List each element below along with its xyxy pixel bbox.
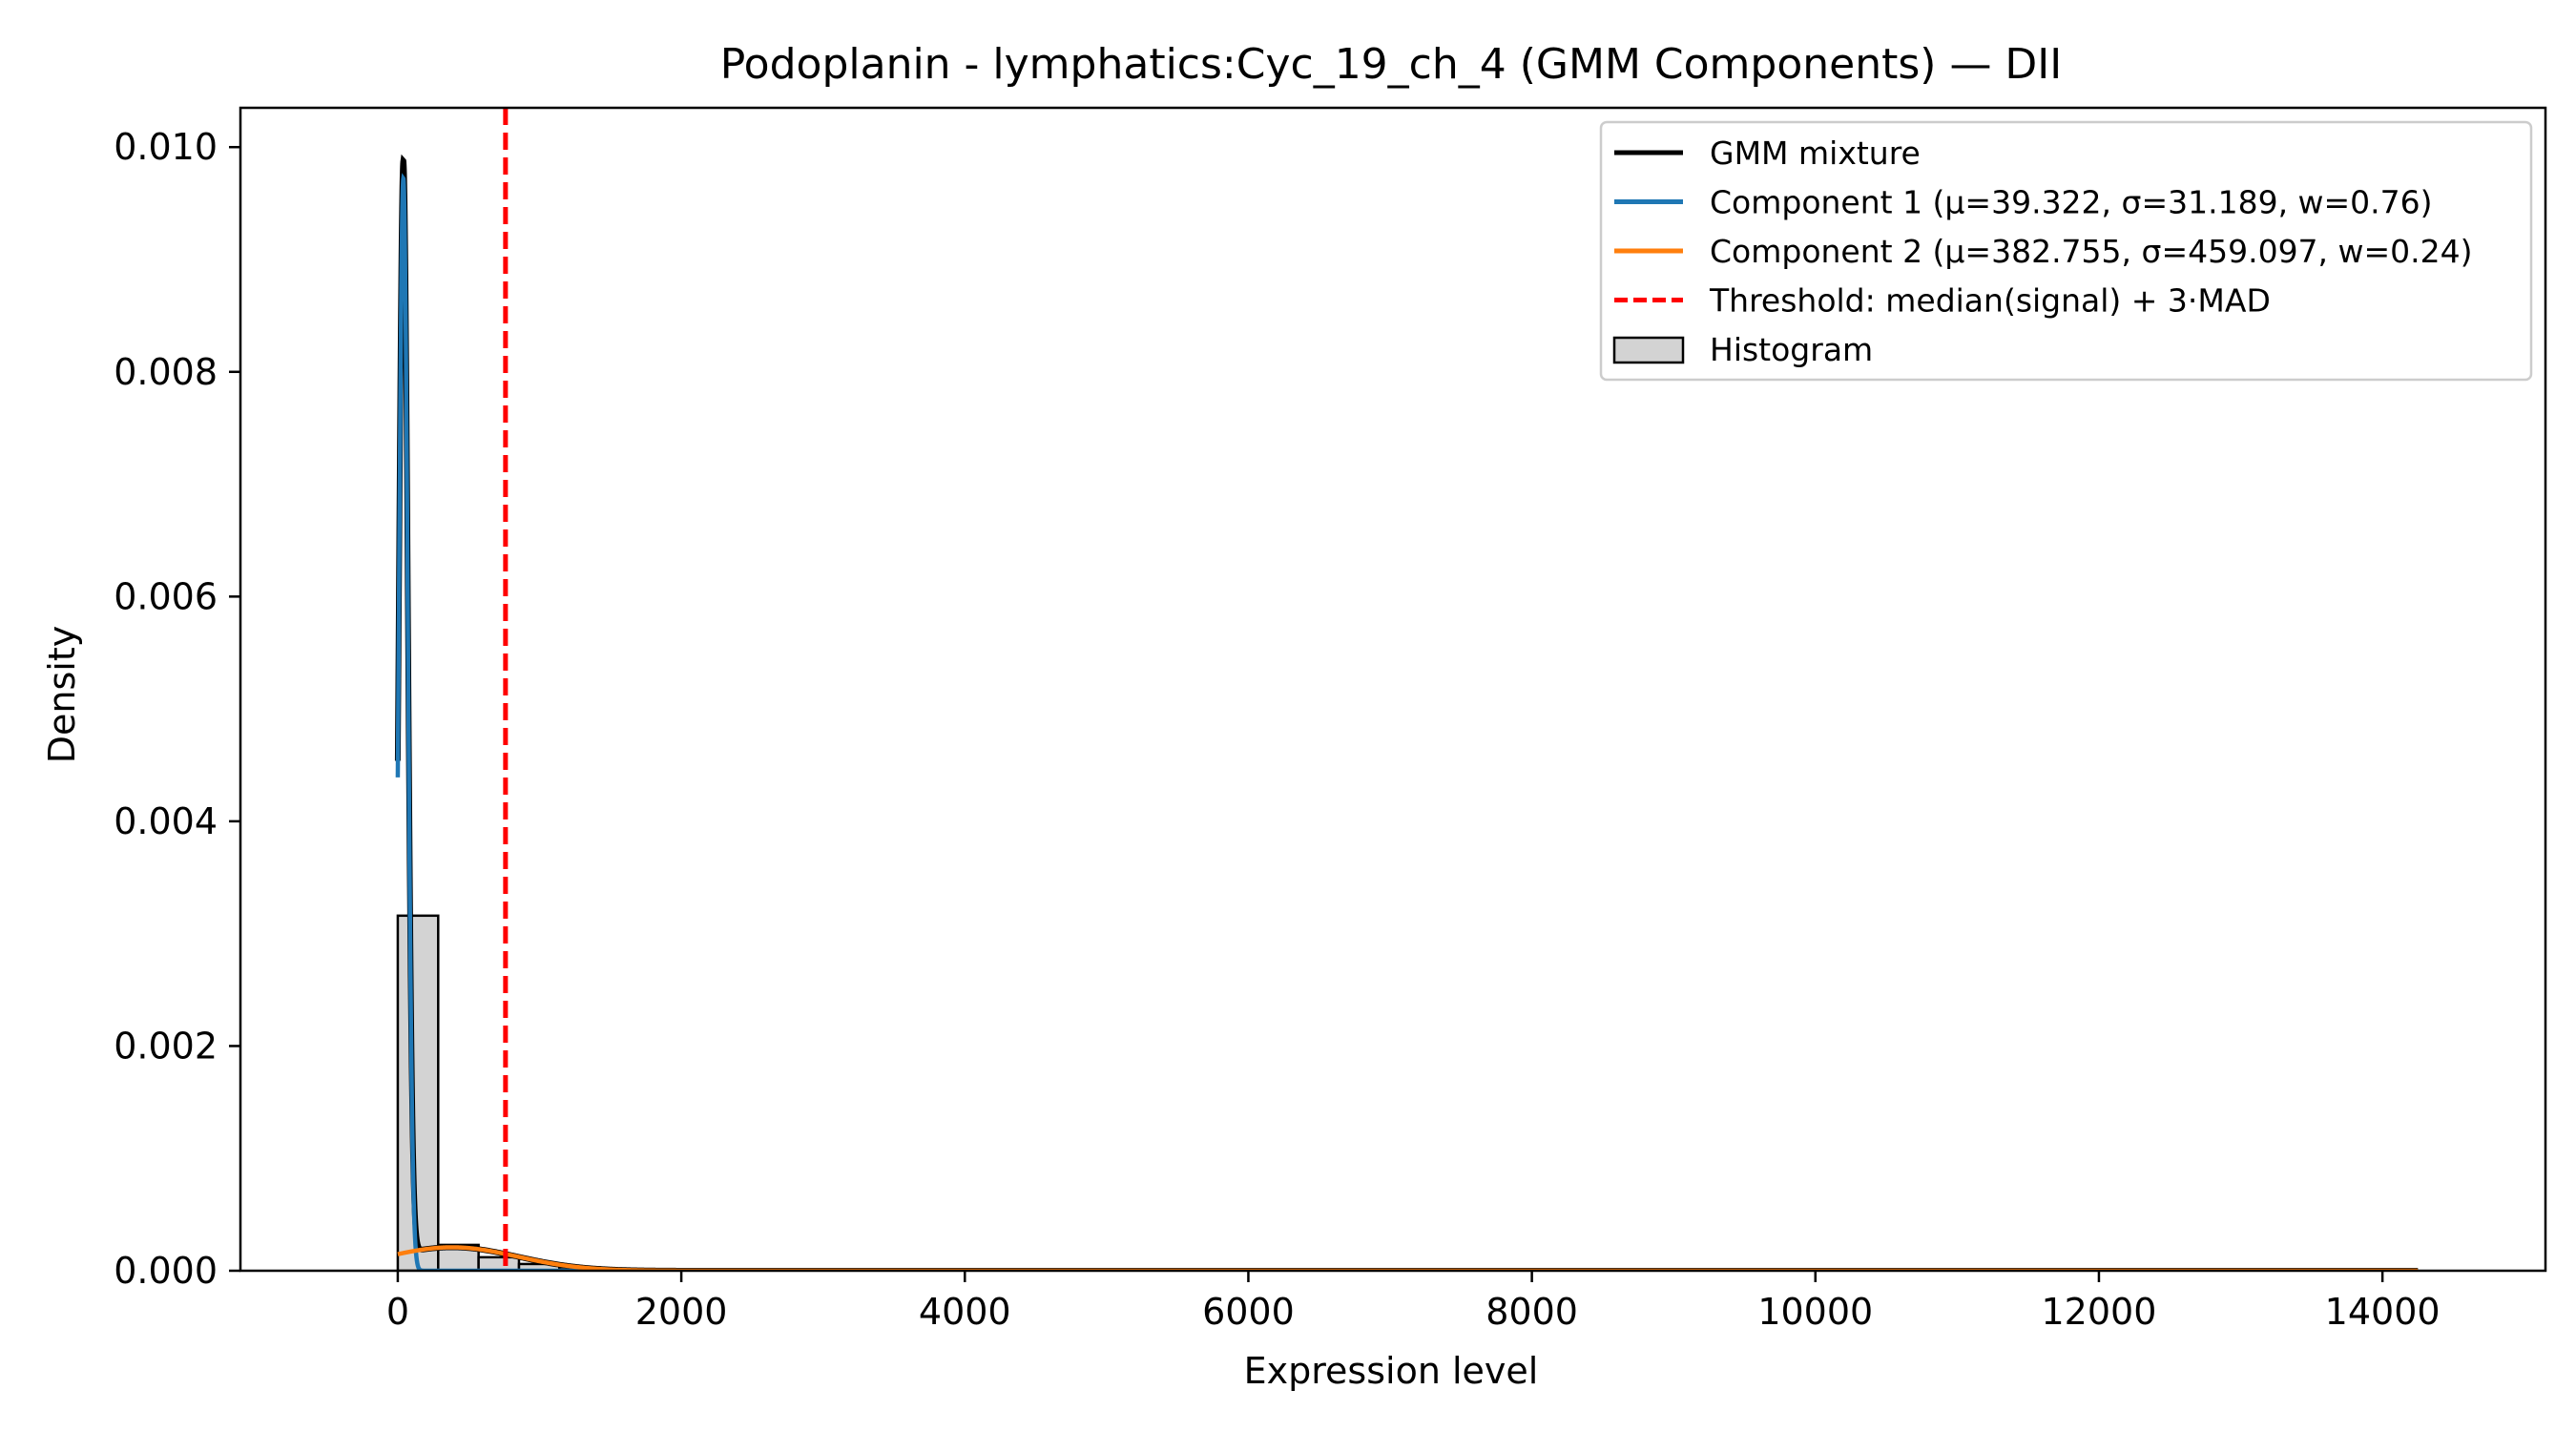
y-tick-label: 0.002 (114, 1025, 218, 1067)
y-axis-ticks: 0.000 0.002 0.004 0.006 0.008 0.010 (114, 126, 240, 1292)
x-tick-label: 2000 (635, 1291, 728, 1333)
legend-label: Threshold: median(signal) + 3·MAD (1709, 282, 2271, 320)
y-tick-label: 0.006 (114, 575, 218, 617)
x-tick-label: 12000 (2042, 1291, 2157, 1333)
x-tick-label: 14000 (2325, 1291, 2441, 1333)
legend-label: Component 2 (μ=382.755, σ=459.097, w=0.2… (1710, 233, 2473, 270)
legend-label: Histogram (1710, 331, 1873, 368)
x-tick-label: 8000 (1485, 1291, 1578, 1333)
y-tick-label: 0.010 (114, 126, 218, 168)
legend-swatch-histogram (1612, 336, 1685, 364)
legend-label: Component 1 (μ=39.322, σ=31.189, w=0.76) (1710, 184, 2433, 221)
x-tick-label: 10000 (1757, 1291, 1873, 1333)
histogram-bar (396, 914, 440, 1271)
x-axis-label: Expression level (1244, 1350, 1539, 1392)
axes-frame (239, 106, 2547, 1273)
y-axis-label: Density (41, 626, 83, 763)
legend-box (1599, 120, 2533, 382)
chart-title: Podoplanin - lymphatics:Cyc_19_ch_4 (GMM… (720, 40, 2063, 89)
x-tick-label: 6000 (1202, 1291, 1295, 1333)
y-tick-label: 0.000 (114, 1250, 218, 1292)
y-tick-label: 0.004 (114, 800, 218, 842)
x-tick-label: 4000 (919, 1291, 1011, 1333)
plot-area (394, 108, 2419, 1271)
component-2-line (397, 1245, 2419, 1271)
legend: GMM mixture Component 1 (μ=39.322, σ=31.1… (1599, 120, 2533, 382)
x-tick-label: 0 (386, 1291, 409, 1333)
y-tick-label: 0.008 (114, 351, 218, 393)
x-axis-ticks: 0 2000 4000 6000 8000 10000 12000 14000 (386, 1271, 2441, 1333)
legend-label: GMM mixture (1710, 135, 1921, 172)
